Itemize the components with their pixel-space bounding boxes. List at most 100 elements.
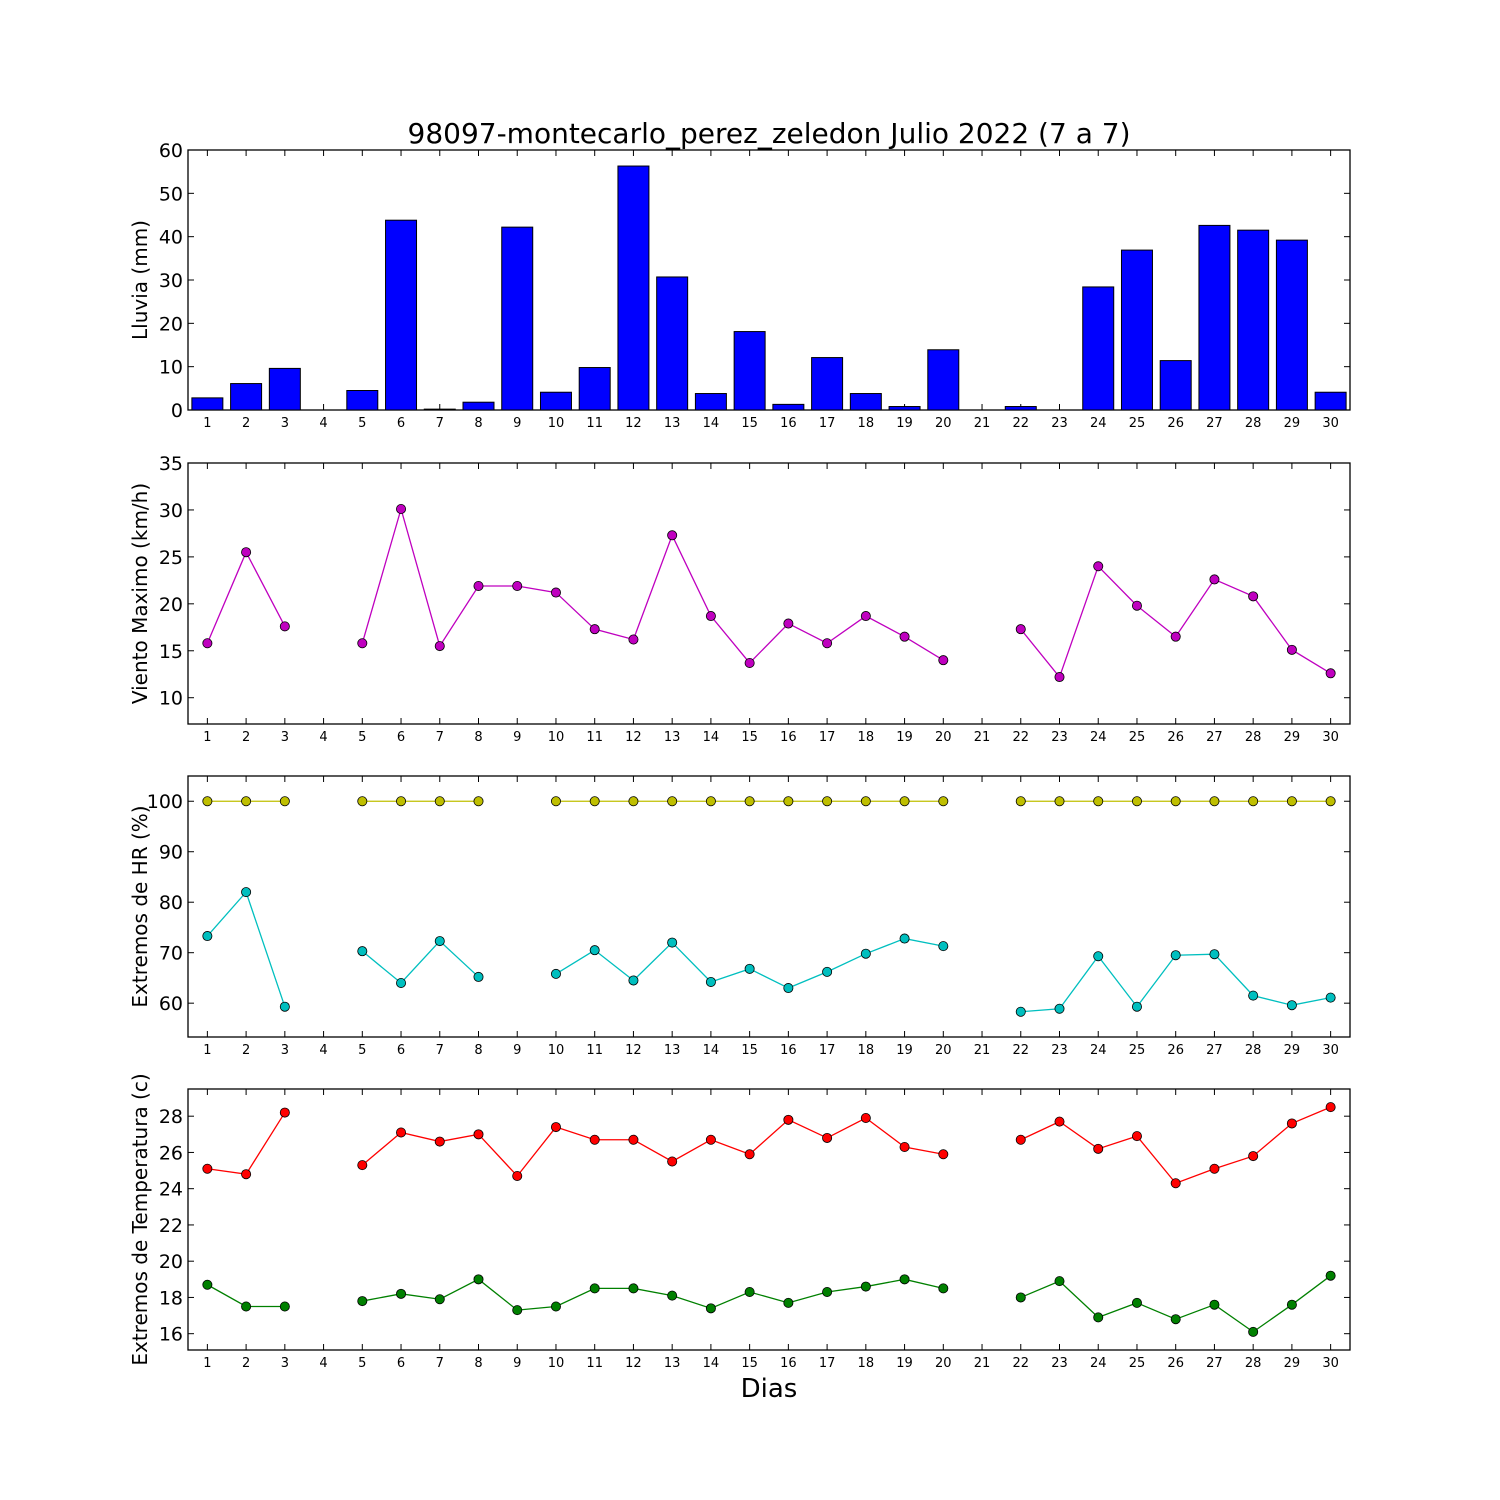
series-1-point-day-25 <box>1131 796 1142 807</box>
x-tick-label: 22 <box>1012 1043 1029 1058</box>
x-tick-label: 21 <box>974 416 991 431</box>
bar-day-30 <box>1314 391 1347 411</box>
x-tick-label: 24 <box>1090 1356 1107 1371</box>
series-1-point-day-23 <box>1054 796 1065 807</box>
series-2-line <box>361 940 479 984</box>
series-2-point-day-3 <box>279 1001 290 1012</box>
x-tick-label: 1 <box>203 730 211 745</box>
x-tick-label: 4 <box>319 416 327 431</box>
x-tick-label: 26 <box>1167 416 1184 431</box>
y-tick-label: 24 <box>159 1179 183 1201</box>
x-tick-label: 14 <box>703 730 720 745</box>
series-2-point-day-18 <box>860 1281 871 1292</box>
series-2-point-day-22 <box>1015 1292 1026 1303</box>
bar-day-12 <box>617 165 650 411</box>
x-tick-label: 5 <box>358 1356 366 1371</box>
y-tick-label: 10 <box>159 357 183 379</box>
bar-day-11 <box>578 367 611 411</box>
x-tick-label: 23 <box>1051 730 1068 745</box>
x-tick-label: 12 <box>625 730 642 745</box>
series-1-line <box>207 1112 286 1175</box>
series-2-point-day-22 <box>1015 1006 1026 1017</box>
series-1-point-day-7 <box>434 1136 445 1147</box>
x-tick-label: 30 <box>1322 730 1339 745</box>
x-tick-label: 18 <box>858 416 875 431</box>
x-tick-label: 11 <box>586 1043 603 1058</box>
y-tick-label: 15 <box>159 641 183 663</box>
series-2-point-day-7 <box>434 1294 445 1305</box>
series-2-point-day-25 <box>1131 1001 1142 1012</box>
plot-frame <box>187 1088 1351 1351</box>
bar-day-6 <box>385 219 418 411</box>
y-axis-label: Viento Maximo (km/h) <box>128 483 152 704</box>
x-tick-label: 15 <box>741 1356 758 1371</box>
series-1-point-day-24 <box>1093 561 1104 572</box>
y-axis-label: Extremos de HR (%) <box>128 805 152 1007</box>
series-1-point-day-13 <box>667 796 678 807</box>
x-tick-label: 14 <box>703 1356 720 1371</box>
bar-day-5 <box>346 390 379 411</box>
series-2-point-day-5 <box>357 1296 368 1307</box>
series-2-point-day-12 <box>628 975 639 986</box>
x-tick-label: 3 <box>281 730 289 745</box>
series-2-point-day-26 <box>1170 950 1181 961</box>
bar-day-28 <box>1237 229 1270 411</box>
series-2-point-day-15 <box>744 1287 755 1298</box>
bar-day-16 <box>772 403 805 411</box>
y-tick-label: 16 <box>159 1324 183 1346</box>
series-2-point-day-17 <box>822 1287 833 1298</box>
series-1-point-day-14 <box>705 1134 716 1145</box>
series-2-point-day-1 <box>202 931 213 942</box>
series-1-line <box>361 506 944 664</box>
bar-day-9 <box>501 226 534 411</box>
series-2-point-day-29 <box>1286 1000 1297 1011</box>
series-2-point-day-11 <box>589 945 600 956</box>
series-1-point-day-5 <box>357 1160 368 1171</box>
series-1-point-day-2 <box>241 796 252 807</box>
x-tick-label: 27 <box>1206 1043 1223 1058</box>
series-1-point-day-3 <box>279 1107 290 1118</box>
x-tick-label: 13 <box>664 730 681 745</box>
series-2-line <box>555 937 944 989</box>
series-1-point-day-3 <box>279 796 290 807</box>
series-2-point-day-24 <box>1093 951 1104 962</box>
x-tick-label: 19 <box>896 1356 913 1371</box>
x-tick-label: 22 <box>1012 730 1029 745</box>
bar-day-2 <box>230 383 263 411</box>
x-tick-label: 2 <box>242 1356 250 1371</box>
series-1-point-day-22 <box>1015 1134 1026 1145</box>
series-1-line <box>206 550 286 644</box>
series-1-point-day-14 <box>705 611 716 622</box>
x-tick-label: 19 <box>896 730 913 745</box>
x-tick-label: 1 <box>203 1043 211 1058</box>
bar-day-1 <box>191 397 224 411</box>
series-1-point-day-22 <box>1015 624 1026 635</box>
series-1-point-day-18 <box>860 796 871 807</box>
series-1-point-day-6 <box>396 504 407 515</box>
series-1-point-day-17 <box>822 1132 833 1143</box>
x-tick-label: 16 <box>780 416 797 431</box>
series-1-point-day-29 <box>1286 1118 1297 1129</box>
series-2-point-day-19 <box>899 1274 910 1285</box>
x-tick-label: 30 <box>1322 1356 1339 1371</box>
x-tick-label: 14 <box>703 1043 720 1058</box>
series-2-point-day-25 <box>1131 1297 1142 1308</box>
x-tick-label: 3 <box>281 1356 289 1371</box>
series-1-point-day-16 <box>783 618 794 629</box>
series-1-point-day-11 <box>589 796 600 807</box>
x-tick-label: 19 <box>896 1043 913 1058</box>
x-tick-label: 10 <box>548 730 565 745</box>
x-tick-label: 25 <box>1129 416 1146 431</box>
x-tick-label: 19 <box>896 416 913 431</box>
bar-day-20 <box>927 349 960 411</box>
series-1-point-day-7 <box>434 796 445 807</box>
x-tick-label: 29 <box>1284 730 1301 745</box>
series-1-point-day-22 <box>1015 796 1026 807</box>
bar-day-27 <box>1198 224 1231 411</box>
series-2-point-day-8 <box>473 1274 484 1285</box>
x-tick-label: 8 <box>474 730 482 745</box>
y-tick-label: 35 <box>159 453 183 475</box>
x-tick-label: 13 <box>664 1043 681 1058</box>
